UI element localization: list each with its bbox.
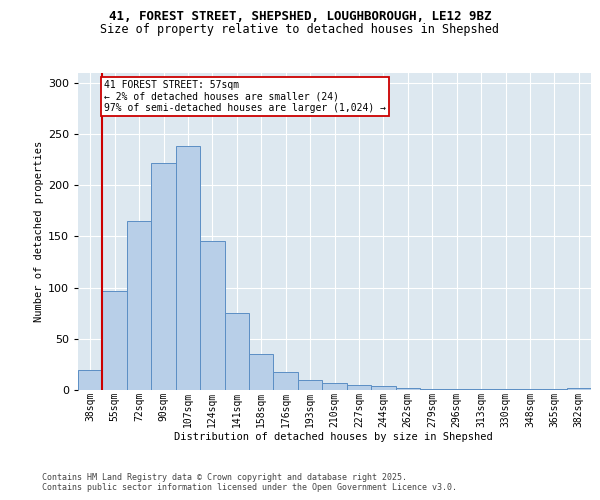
- Bar: [151, 162, 176, 390]
- Y-axis label: Number of detached properties: Number of detached properties: [34, 140, 44, 322]
- Text: Distribution of detached houses by size in Shepshed: Distribution of detached houses by size …: [173, 432, 493, 442]
- Text: Contains HM Land Registry data © Crown copyright and database right 2025.
Contai: Contains HM Land Registry data © Crown c…: [42, 472, 457, 492]
- Bar: [566, 388, 591, 390]
- Bar: [347, 385, 371, 390]
- Bar: [371, 386, 395, 390]
- Bar: [78, 370, 103, 390]
- Text: Size of property relative to detached houses in Shepshed: Size of property relative to detached ho…: [101, 22, 499, 36]
- Bar: [469, 389, 493, 390]
- Bar: [298, 380, 322, 390]
- Bar: [322, 383, 347, 390]
- Bar: [127, 221, 151, 390]
- Text: 41 FOREST STREET: 57sqm
← 2% of detached houses are smaller (24)
97% of semi-det: 41 FOREST STREET: 57sqm ← 2% of detached…: [104, 80, 386, 113]
- Bar: [274, 372, 298, 390]
- Bar: [420, 389, 445, 390]
- Bar: [542, 389, 566, 390]
- Bar: [176, 146, 200, 390]
- Bar: [518, 389, 542, 390]
- Bar: [493, 389, 518, 390]
- Text: 41, FOREST STREET, SHEPSHED, LOUGHBOROUGH, LE12 9BZ: 41, FOREST STREET, SHEPSHED, LOUGHBOROUG…: [109, 10, 491, 23]
- Bar: [249, 354, 274, 390]
- Bar: [224, 313, 249, 390]
- Bar: [200, 242, 224, 390]
- Bar: [445, 389, 469, 390]
- Bar: [395, 388, 420, 390]
- Bar: [103, 290, 127, 390]
